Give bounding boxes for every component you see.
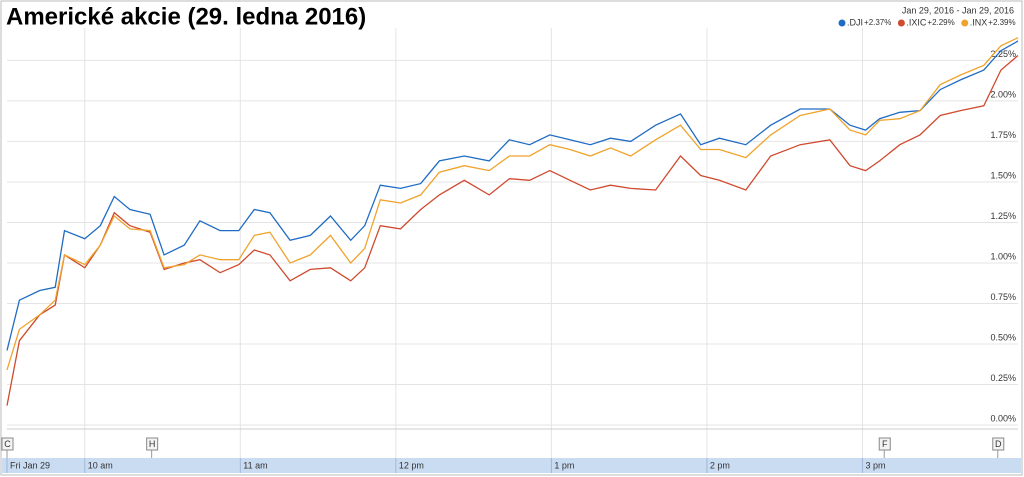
legend-label: .DJI <box>847 17 863 27</box>
legend-label: .IXIC <box>906 17 927 27</box>
y-tick-label: 0.75% <box>990 292 1016 302</box>
x-tick-label: 3 pm <box>865 460 885 470</box>
y-tick-label: 1.25% <box>990 211 1016 221</box>
legend-change: +2.29% <box>927 18 954 27</box>
date-range: Jan 29, 2016 - Jan 29, 2016 <box>902 5 1014 15</box>
x-tick-label: Fri Jan 29 <box>10 460 50 470</box>
legend-label: .INX <box>970 17 988 27</box>
y-tick-label: 1.00% <box>990 251 1016 261</box>
x-tick-label: 12 pm <box>399 460 424 470</box>
legend-item: .IXIC +2.29% <box>897 17 955 27</box>
timeline-bar <box>2 458 1021 473</box>
legend-swatch <box>897 19 905 27</box>
legend-item: .DJI +2.37% <box>838 17 891 27</box>
x-tick-label: 1 pm <box>554 460 574 470</box>
y-tick-label: 1.75% <box>990 130 1016 140</box>
flag-label: H <box>149 439 156 449</box>
x-tick-label: 11 am <box>243 460 267 470</box>
y-tick-label: 0.25% <box>990 373 1016 383</box>
legend-swatch <box>961 19 969 27</box>
y-tick-label: 0.00% <box>990 413 1016 423</box>
legend-change: +2.37% <box>864 18 891 27</box>
flag-label: C <box>4 439 11 449</box>
flag <box>992 437 1005 451</box>
x-tick-label: 10 am <box>88 460 113 470</box>
flag <box>1 437 14 451</box>
y-tick-label: 1.50% <box>990 170 1016 180</box>
series-line <box>6 40 1019 351</box>
series-line <box>6 37 1019 371</box>
legend-swatch <box>838 19 846 27</box>
flag <box>878 437 891 451</box>
flag-label: F <box>882 439 888 449</box>
legend-item: .INX +2.39% <box>961 17 1016 27</box>
legend-change: +2.39% <box>988 18 1015 27</box>
y-tick-label: 2.00% <box>990 89 1016 99</box>
x-tick-label: 2 pm <box>710 460 730 470</box>
flag <box>146 437 159 451</box>
y-tick-label: 0.50% <box>990 332 1016 342</box>
y-tick-label: 2.25% <box>990 49 1016 59</box>
chart-title: Americké akcie (29. ledna 2016) <box>6 3 366 30</box>
flag-label: D <box>995 439 1002 449</box>
